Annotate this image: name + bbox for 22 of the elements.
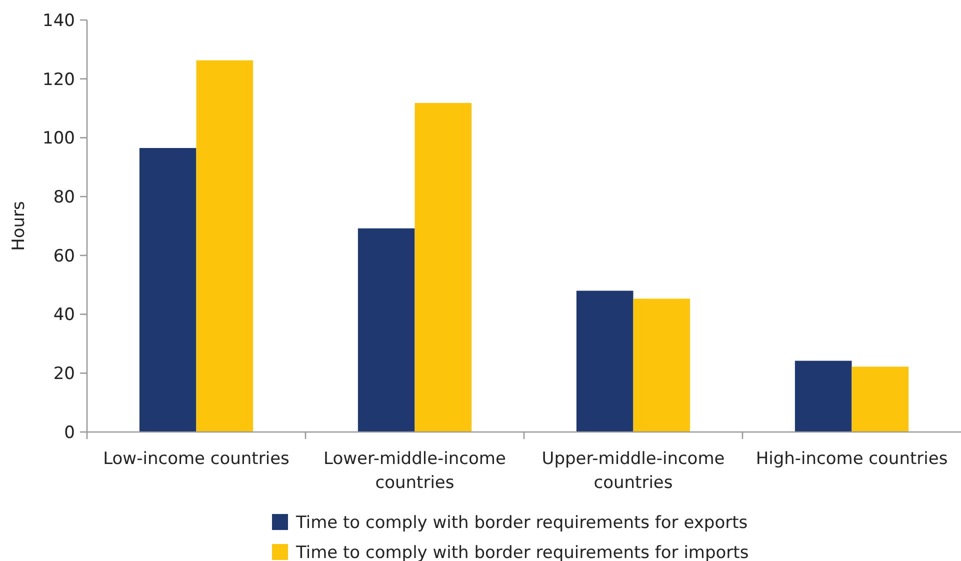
x-tick-label: Lower-middle-income countries bbox=[324, 449, 506, 493]
y-tick-label: 60 bbox=[53, 246, 75, 266]
bar bbox=[794, 360, 852, 432]
y-tick-label: 20 bbox=[53, 364, 75, 384]
x-tick-label: Upper-middle-income countries bbox=[542, 449, 725, 493]
y-tick-label: 80 bbox=[53, 188, 75, 208]
bar bbox=[139, 148, 196, 432]
bar bbox=[576, 290, 634, 432]
bar bbox=[196, 60, 254, 432]
y-tick-label: 40 bbox=[53, 305, 75, 326]
legend-label: Time to comply with border requirements for exports bbox=[295, 512, 748, 533]
y-tick-label: 0 bbox=[64, 422, 75, 443]
x-tick-label: High-income countries bbox=[756, 449, 948, 469]
y-tick-label: 100 bbox=[42, 128, 75, 149]
y-tick-label: 120 bbox=[42, 70, 75, 90]
bar bbox=[414, 102, 472, 432]
y-tick-label: 140 bbox=[42, 10, 75, 31]
bar bbox=[852, 366, 909, 432]
x-tick-label: Low-income countries bbox=[103, 449, 290, 469]
bar bbox=[358, 228, 415, 432]
y-axis-title: Hours bbox=[9, 200, 29, 251]
bar bbox=[633, 298, 690, 432]
